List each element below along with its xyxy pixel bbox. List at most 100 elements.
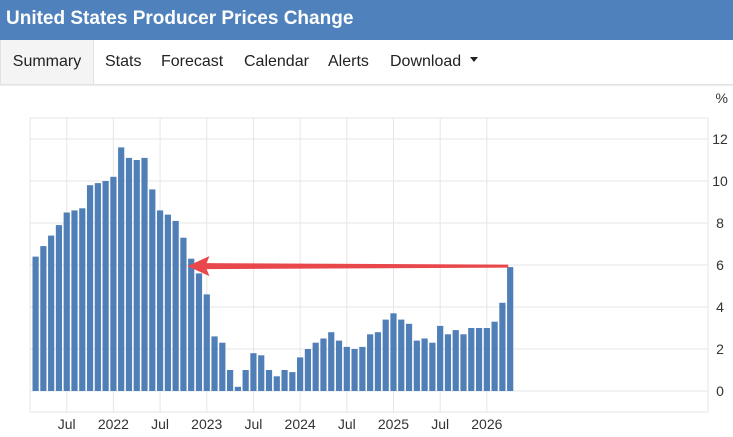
tab-calendar[interactable]: Calendar <box>244 40 309 84</box>
bar <box>507 267 514 391</box>
bar <box>475 328 483 391</box>
bar <box>320 338 327 391</box>
bar <box>351 349 358 391</box>
x-tick-label: Jul <box>244 416 262 432</box>
bar <box>312 342 319 391</box>
tab-download-label: Download <box>390 53 462 70</box>
x-tick-label: Jul <box>151 416 169 432</box>
bar <box>359 346 366 391</box>
bar <box>483 328 490 391</box>
bar <box>133 160 140 391</box>
bar <box>328 332 335 391</box>
bar <box>172 220 179 391</box>
bar <box>413 340 420 391</box>
x-tick-label: 2024 <box>285 416 316 432</box>
x-tick-label: Jul <box>58 416 76 432</box>
bar <box>491 321 498 391</box>
bar <box>242 370 249 391</box>
page-header: United States Producer Prices Change <box>0 0 733 40</box>
bar <box>468 328 475 391</box>
bar <box>499 302 506 391</box>
arrow-head <box>187 256 210 277</box>
bar <box>405 323 413 391</box>
bar <box>265 370 273 391</box>
bar <box>437 325 444 391</box>
x-tick-label: 2025 <box>378 416 409 432</box>
bar <box>48 235 55 391</box>
bar <box>164 214 171 391</box>
y-tick-label: 0 <box>716 383 724 399</box>
x-axis-ticks: Jul 2022 Jul 2023 Jul 2024 Jul 2025 Jul 2026 <box>58 416 503 432</box>
tab-alerts-label: Alerts <box>328 53 369 70</box>
y-tick-label: 4 <box>716 299 724 315</box>
y-tick-label: 8 <box>716 215 724 231</box>
tab-stats[interactable]: Stats <box>105 40 141 84</box>
y-tick-label: 12 <box>712 131 728 147</box>
bar <box>250 353 257 391</box>
bar <box>219 342 226 391</box>
bar <box>94 183 101 391</box>
x-tick-label: 2026 <box>471 416 502 432</box>
tab-stats-label: Stats <box>105 53 142 70</box>
tab-calendar-label: Calendar <box>244 53 309 70</box>
y-unit-label: % <box>716 90 728 106</box>
bar <box>382 319 389 391</box>
annotation-arrow <box>187 256 509 277</box>
bar <box>188 258 195 391</box>
bar <box>460 334 467 391</box>
y-tick-label: 10 <box>712 173 728 189</box>
bar <box>289 372 296 391</box>
bar <box>234 386 241 391</box>
bar <box>149 189 156 391</box>
tab-forecast[interactable]: Forecast <box>161 40 223 84</box>
bar <box>125 157 133 391</box>
bar <box>398 319 405 391</box>
bar <box>273 376 280 391</box>
bar <box>118 147 125 391</box>
x-tick-label: Jul <box>431 416 449 432</box>
bar <box>429 342 436 391</box>
bar <box>63 212 70 391</box>
tab-forecast-label: Forecast <box>161 53 224 70</box>
tab-alerts[interactable]: Alerts <box>328 40 369 84</box>
bar <box>86 185 94 391</box>
bar <box>421 338 428 391</box>
y-tick-label: 2 <box>716 341 724 357</box>
bar <box>211 336 218 391</box>
y-axis-ticks: 0 2 4 6 8 10 12 <box>712 131 728 399</box>
bar <box>203 294 210 391</box>
bar <box>367 334 374 391</box>
chevron-down-icon <box>470 57 479 63</box>
tab-summary[interactable]: Summary <box>0 40 94 84</box>
tab-bar: Summary Stats Forecast Calendar Alerts D… <box>0 40 733 85</box>
bar <box>390 313 397 391</box>
bar-series <box>32 147 514 391</box>
bar <box>40 246 47 391</box>
bar <box>227 370 234 391</box>
divider <box>0 85 733 86</box>
x-tick-label: 2022 <box>98 416 129 432</box>
bar <box>195 273 203 391</box>
x-tick-label: 2023 <box>191 416 222 432</box>
bar <box>297 357 304 391</box>
y-tick-label: 6 <box>716 257 724 273</box>
bar <box>452 330 459 391</box>
arrow-shaft <box>205 263 509 270</box>
bar <box>335 340 343 391</box>
bar <box>71 210 78 391</box>
x-tick-label: Jul <box>338 416 356 432</box>
bar <box>258 355 265 391</box>
page-title: United States Producer Prices Change <box>6 8 354 29</box>
bar <box>304 349 311 391</box>
bar <box>79 208 86 391</box>
bar <box>374 332 382 391</box>
bar <box>281 370 288 391</box>
bar <box>343 346 350 391</box>
bar <box>141 157 148 391</box>
bar <box>55 225 63 391</box>
bar <box>32 256 39 391</box>
bar <box>156 210 164 391</box>
bar <box>102 181 109 391</box>
tab-download[interactable]: Download <box>390 40 479 84</box>
